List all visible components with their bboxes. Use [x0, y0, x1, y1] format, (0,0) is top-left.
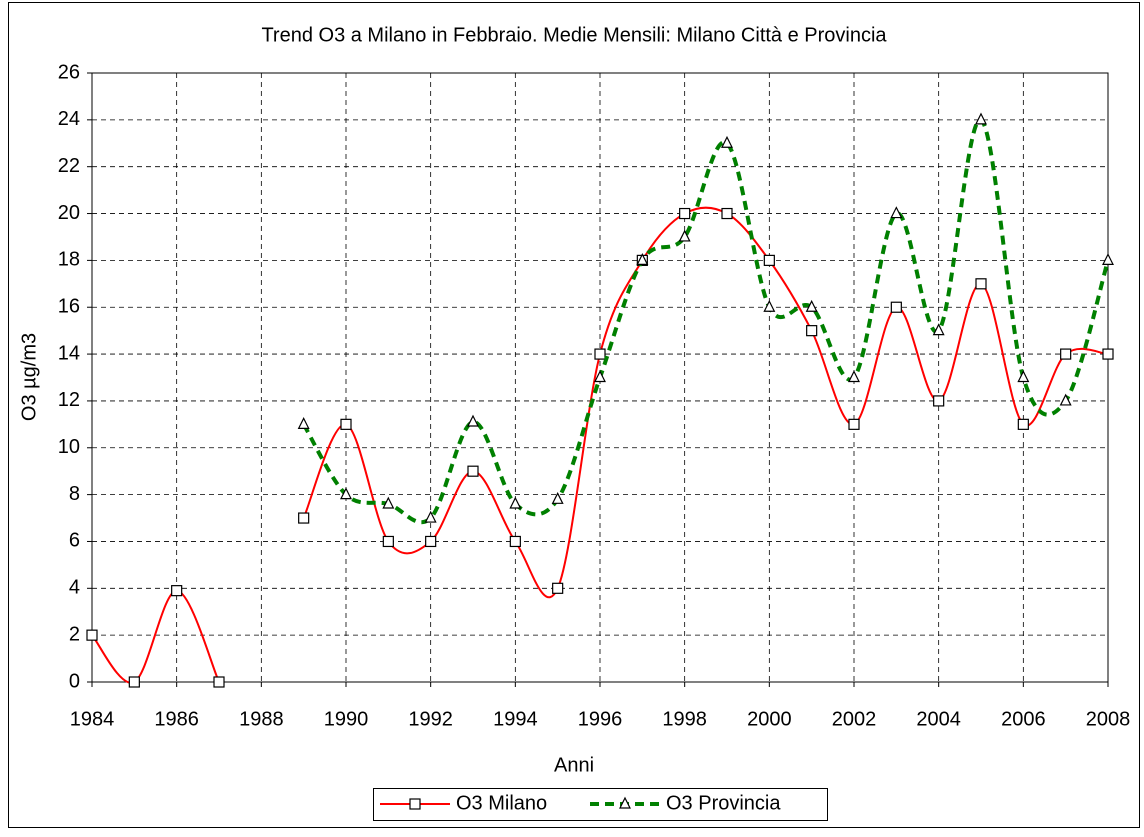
marker: [509, 496, 522, 509]
y-tick-label: 16: [58, 296, 80, 318]
x-tick-label: 2008: [1086, 708, 1131, 730]
marker: [409, 798, 421, 810]
y-tick-label: 0: [69, 670, 80, 692]
marker: [721, 135, 733, 148]
x-tick-label: 1990: [324, 708, 369, 730]
marker: [932, 323, 945, 336]
marker: [975, 278, 987, 290]
x-tick-label: 2002: [832, 708, 877, 730]
x-tick-label: 2000: [747, 708, 792, 730]
y-tick-label: 10: [58, 436, 80, 458]
marker: [1102, 348, 1114, 360]
marker: [890, 301, 902, 313]
marker: [1017, 418, 1029, 430]
marker: [619, 796, 631, 809]
marker: [382, 535, 394, 548]
x-tick-label: 1994: [493, 708, 538, 730]
marker: [171, 585, 183, 597]
marker: [340, 418, 352, 430]
y-tick-label: 8: [69, 483, 80, 505]
marker: [763, 299, 776, 312]
y-tick-label: 4: [69, 577, 80, 599]
marker: [467, 465, 479, 477]
y-tick-label: 12: [58, 389, 80, 411]
marker: [382, 496, 395, 509]
marker: [552, 582, 564, 594]
chart-title: Trend O3 a Milano in Febbraio. Medie Men…: [261, 24, 887, 46]
y-axis-label: O3 µg/m3: [18, 333, 40, 421]
x-tick-label: 1998: [662, 708, 707, 730]
marker: [721, 207, 733, 220]
marker: [848, 418, 860, 430]
x-tick-label: 1986: [154, 708, 199, 730]
marker: [679, 207, 691, 220]
x-tick-label: 2004: [916, 708, 961, 730]
plot-border: [91, 72, 1109, 683]
marker: [594, 348, 606, 360]
x-tick-label: 1984: [70, 708, 115, 730]
y-tick-label: 24: [58, 108, 80, 130]
marker: [213, 676, 225, 688]
marker: [933, 395, 945, 407]
y-tick-label: 18: [58, 249, 80, 271]
marker: [551, 491, 564, 504]
marker: [975, 112, 987, 125]
y-tick-label: 20: [58, 202, 80, 224]
y-tick-label: 22: [58, 155, 80, 177]
y-tick-label: 2: [69, 623, 80, 645]
marker: [890, 206, 903, 219]
marker: [467, 414, 479, 427]
marker: [1102, 253, 1114, 265]
legend-label: O3 Provincia: [666, 792, 781, 814]
x-tick-label: 1992: [408, 708, 453, 730]
marker: [297, 417, 310, 429]
marker: [340, 487, 352, 500]
marker: [806, 325, 818, 337]
y-tick-label: 14: [58, 342, 80, 364]
marker: [805, 299, 818, 312]
marker: [848, 370, 860, 383]
marker: [1017, 370, 1030, 383]
y-tick-label: 26: [58, 61, 80, 83]
marker: [509, 535, 521, 548]
legend-label: O3 Milano: [456, 792, 547, 814]
marker: [424, 510, 437, 523]
marker: [636, 253, 649, 265]
marker: [425, 535, 437, 548]
marker: [298, 512, 310, 524]
x-tick-label: 2006: [1001, 708, 1046, 730]
y-tick-label: 6: [69, 530, 80, 552]
marker: [86, 629, 98, 641]
marker: [763, 254, 775, 266]
x-tick-label: 1996: [578, 708, 623, 730]
x-tick-label: 1988: [239, 708, 284, 730]
marker: [128, 676, 140, 688]
marker: [678, 229, 691, 242]
x-axis-label: Anni: [554, 754, 594, 776]
marker: [1060, 348, 1072, 360]
marker: [594, 370, 606, 383]
marker: [1059, 393, 1072, 406]
